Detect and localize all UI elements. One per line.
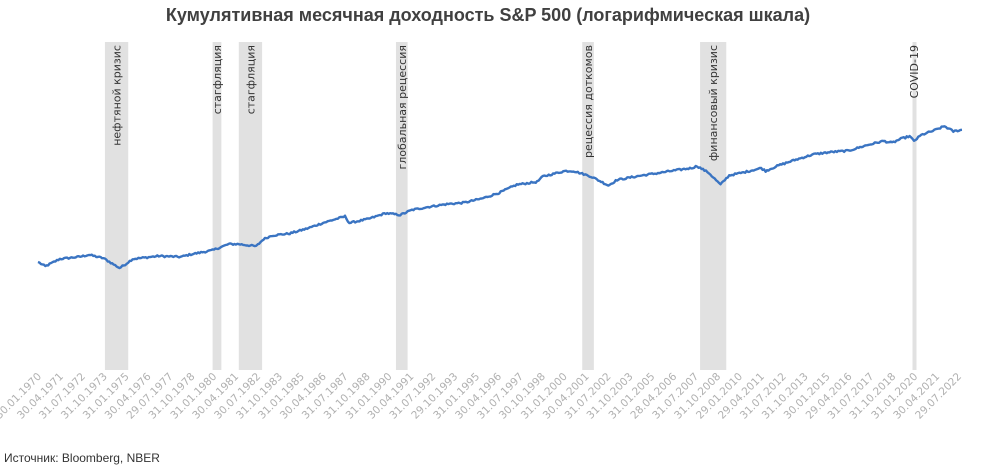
recession-label: стагфляция: [211, 45, 224, 114]
recession-bands: [104, 42, 917, 370]
recession-band: [912, 42, 917, 370]
recession-band: [395, 42, 408, 370]
recession-band: [238, 42, 263, 370]
recession-band: [104, 42, 129, 370]
recession-label: нефтяной кризис: [111, 45, 124, 146]
recession-band: [582, 42, 594, 370]
recession-label: стагфляция: [244, 45, 257, 114]
series-line: [37, 125, 963, 270]
recession-label: финансовый кризис: [707, 45, 720, 161]
recession-label: COVID-19: [908, 45, 921, 98]
recession-label: рецессия доткомов: [582, 45, 595, 158]
chart-title: Кумулятивная месячная доходность S&P 500…: [166, 5, 810, 25]
series-group: [37, 125, 963, 270]
recession-label: глобальная рецессия: [396, 45, 409, 170]
recession-labels: нефтяной кризис стагфляция стагфляция глоба…: [111, 45, 921, 170]
chart-source: Источник: Bloomberg, NBER: [4, 451, 160, 465]
x-axis-tick-labels: 30.01.197030.04.197131.07.197231.10.1973…: [0, 370, 964, 421]
recession-band: [212, 42, 222, 370]
recession-band: [700, 42, 727, 370]
